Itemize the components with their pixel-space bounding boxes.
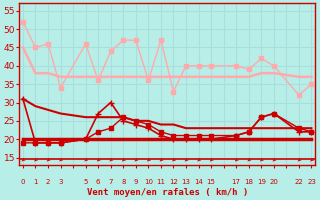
X-axis label: Vent moyen/en rafales ( km/h ): Vent moyen/en rafales ( km/h ) (87, 188, 248, 197)
